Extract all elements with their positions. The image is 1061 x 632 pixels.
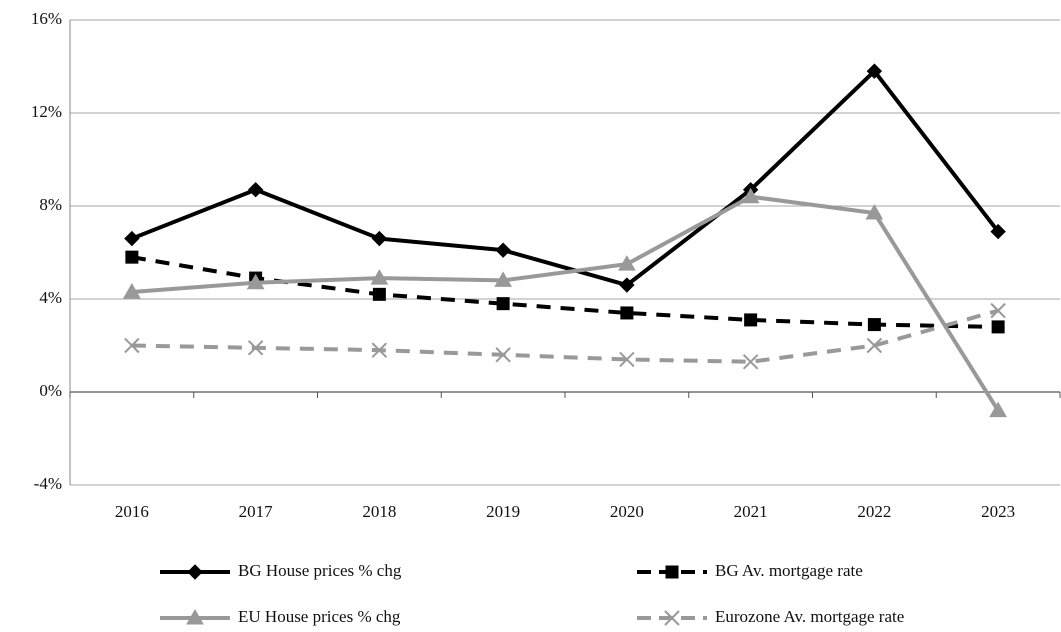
series-line bbox=[131, 194, 1000, 412]
legend-label: EU House prices % chg bbox=[238, 607, 401, 626]
marker bbox=[744, 313, 758, 327]
marker bbox=[866, 337, 883, 354]
marker bbox=[866, 63, 883, 79]
series-line bbox=[131, 69, 1000, 288]
marker bbox=[247, 182, 264, 198]
y-tick-label: 8% bbox=[39, 195, 62, 214]
marker bbox=[990, 302, 1006, 319]
x-tick-label: 2016 bbox=[115, 502, 149, 521]
series-line bbox=[131, 308, 999, 364]
marker bbox=[618, 255, 636, 271]
marker bbox=[620, 306, 634, 320]
x-tick-label: 2020 bbox=[610, 502, 644, 521]
marker bbox=[742, 354, 759, 370]
marker bbox=[865, 203, 884, 220]
y-tick-label: 4% bbox=[39, 288, 62, 307]
marker bbox=[496, 297, 510, 311]
y-tick-label: 0% bbox=[39, 381, 62, 400]
marker bbox=[619, 277, 635, 293]
marker bbox=[495, 242, 511, 258]
marker bbox=[665, 565, 679, 579]
legend-label: BG House prices % chg bbox=[238, 561, 402, 580]
marker bbox=[124, 230, 140, 247]
marker bbox=[664, 610, 680, 626]
x-tick-label: 2022 bbox=[857, 502, 891, 521]
marker bbox=[495, 347, 511, 363]
marker bbox=[991, 320, 1005, 334]
x-tick-label: 2021 bbox=[734, 502, 768, 521]
marker bbox=[372, 287, 386, 301]
marker bbox=[990, 223, 1006, 240]
y-tick-label: 12% bbox=[31, 102, 62, 121]
marker bbox=[186, 608, 204, 625]
marker bbox=[371, 342, 388, 358]
marker bbox=[247, 340, 264, 356]
marker bbox=[246, 273, 265, 290]
marker bbox=[867, 318, 881, 332]
y-tick-label: 16% bbox=[31, 9, 62, 28]
marker bbox=[370, 269, 389, 285]
marker bbox=[989, 401, 1007, 418]
legend-label: Eurozone Av. mortgage rate bbox=[715, 607, 904, 626]
marker bbox=[187, 564, 203, 580]
x-tick-label: 2023 bbox=[981, 502, 1015, 521]
y-tick-label: -4% bbox=[34, 474, 62, 493]
marker bbox=[124, 337, 140, 354]
x-tick-label: 2019 bbox=[486, 502, 520, 521]
x-tick-label: 2018 bbox=[362, 502, 396, 521]
marker bbox=[494, 271, 512, 287]
marker bbox=[123, 283, 141, 299]
marker bbox=[619, 351, 635, 368]
marker bbox=[125, 250, 139, 264]
marker bbox=[371, 230, 388, 247]
legend-label: BG Av. mortgage rate bbox=[715, 561, 863, 580]
marker bbox=[741, 187, 760, 204]
x-tick-label: 2017 bbox=[239, 502, 274, 521]
